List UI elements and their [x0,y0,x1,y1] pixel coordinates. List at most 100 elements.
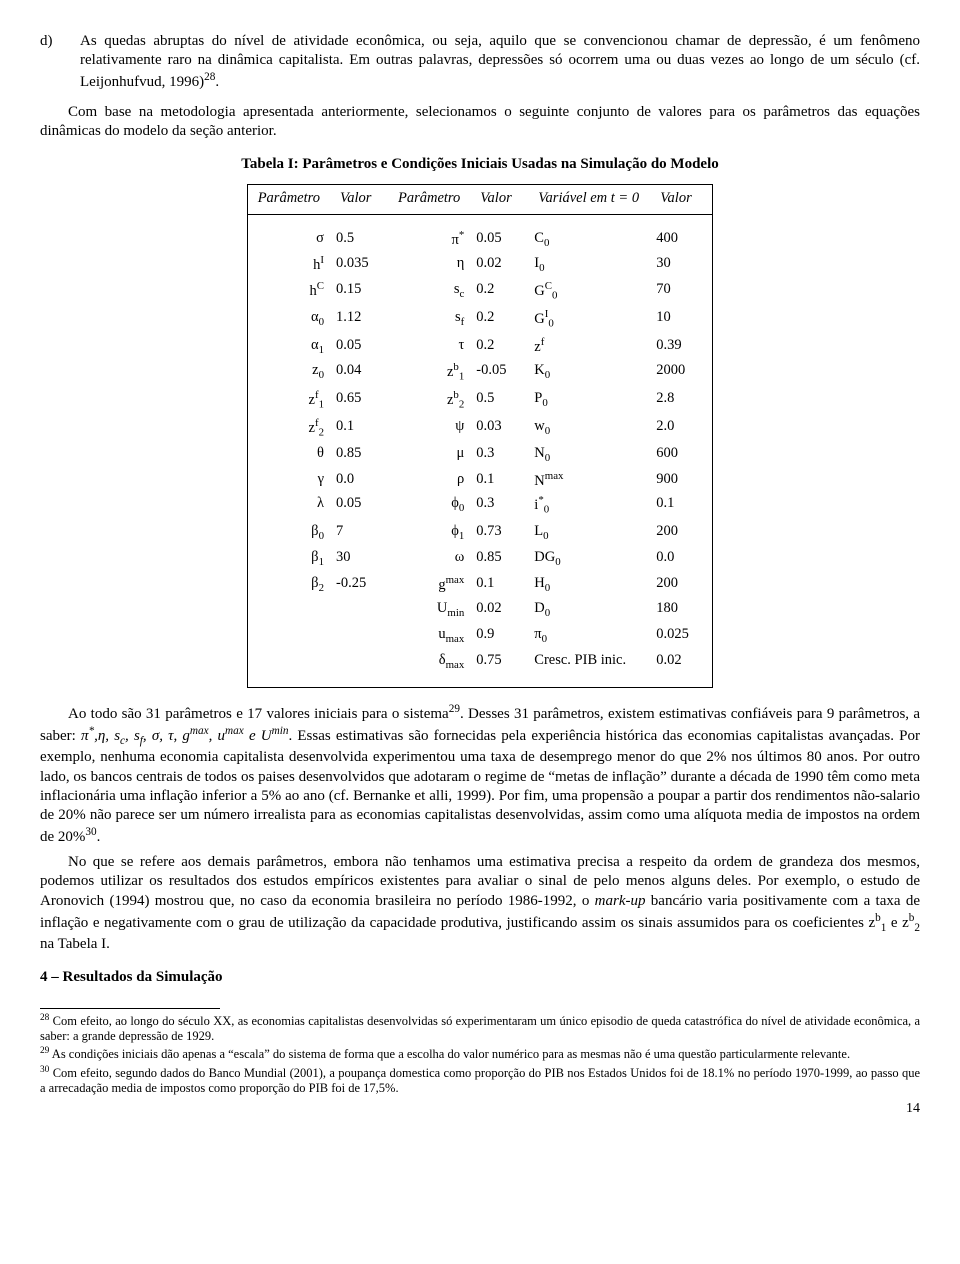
var-symbol: I0 [528,252,650,278]
param1-value: 0.035 [330,252,388,278]
var-value: 600 [650,442,713,468]
param1-value: 7 [330,520,388,546]
param1-value [330,623,388,649]
section-4-heading: 4 – Resultados da Simulação [40,968,920,987]
table-row: umax0.9π00.025 [247,623,713,649]
var-symbol: Nmax [528,468,650,492]
param1-symbol [247,623,330,649]
page-number: 14 [40,1100,920,1118]
param2-value: 0.02 [470,597,528,623]
var-value: 70 [650,278,713,306]
table-row: δmax0.75Cresc. PIB inic.0.02 [247,649,713,675]
param1-value: 1.12 [330,306,388,334]
var-value: 400 [650,227,713,253]
var-value: 200 [650,520,713,546]
param2-value: 0.2 [470,306,528,334]
param1-symbol: σ [247,227,330,253]
var-value: 2.8 [650,387,713,415]
param1-value: 0.04 [330,359,388,387]
var-symbol: L0 [528,520,650,546]
param2-symbol: sf [388,306,470,334]
param1-symbol: zf1 [247,387,330,415]
var-symbol: Cresc. PIB inic. [528,649,650,675]
param2-value: 0.02 [470,252,528,278]
table-row: hI0.035η0.02I030 [247,252,713,278]
table-row: γ0.0ρ0.1Nmax900 [247,468,713,492]
param1-symbol: β0 [247,520,330,546]
param2-symbol: zb2 [388,387,470,415]
param2-symbol: ψ [388,415,470,443]
list-item-d: d)As quedas abruptas do nível de ativida… [40,32,920,93]
param2-value: 0.73 [470,520,528,546]
param2-symbol: δmax [388,649,470,675]
table-row: z00.04zb1-0.05K02000 [247,359,713,387]
var-value: 10 [650,306,713,334]
paragraph-2: Ao todo são 31 parâmetros e 17 valores i… [40,702,920,848]
param2-value: 0.3 [470,492,528,520]
th-val1: Valor [330,185,388,215]
table-row: λ0.05ϕ00.3i*00.1 [247,492,713,520]
param2-value: 0.05 [470,227,528,253]
th-val3: Valor [650,185,713,215]
table-row: σ0.5π*0.05C0400 [247,227,713,253]
var-symbol: P0 [528,387,650,415]
var-value: 2.0 [650,415,713,443]
param2-symbol: ϕ1 [388,520,470,546]
param1-value: 0.15 [330,278,388,306]
param2-symbol: π* [388,227,470,253]
table-row: Umin0.02D0180 [247,597,713,623]
param1-symbol: hC [247,278,330,306]
param1-symbol: z0 [247,359,330,387]
param1-value: 0.1 [330,415,388,443]
param2-symbol: zb1 [388,359,470,387]
list-marker-d: d) [40,32,80,51]
param1-value: 0.85 [330,442,388,468]
var-value: 0.02 [650,649,713,675]
var-symbol: zf [528,334,650,360]
var-symbol: w0 [528,415,650,443]
table-row: β07ϕ10.73L0200 [247,520,713,546]
var-symbol: N0 [528,442,650,468]
var-value: 0.025 [650,623,713,649]
var-value: 0.0 [650,546,713,572]
intro-paragraph: Com base na metodologia apresentada ante… [40,103,920,141]
param1-symbol: β2 [247,572,330,598]
var-value: 180 [650,597,713,623]
param2-symbol: η [388,252,470,278]
param2-symbol: sc [388,278,470,306]
param1-value: -0.25 [330,572,388,598]
param1-value: 0.65 [330,387,388,415]
paragraph-3: No que se refere aos demais parâmetros, … [40,853,920,954]
var-value: 0.39 [650,334,713,360]
param2-value: 0.1 [470,572,528,598]
param1-value [330,597,388,623]
param2-value: 0.2 [470,278,528,306]
table-title: Tabela I: Parâmetros e Condições Iniciai… [40,155,920,174]
th-param3: Variável em t = 0 [528,185,650,215]
var-value: 0.1 [650,492,713,520]
footnote-28: 28 Com efeito, ao longo do século XX, as… [40,1013,920,1045]
var-symbol: C0 [528,227,650,253]
var-symbol: π0 [528,623,650,649]
footnote-29: 29 As condições iniciais dão apenas a “e… [40,1046,920,1062]
param1-value: 0.05 [330,492,388,520]
param1-symbol: β1 [247,546,330,572]
param2-value: 0.75 [470,649,528,675]
table-row: α10.05τ0.2zf0.39 [247,334,713,360]
var-symbol: D0 [528,597,650,623]
param2-symbol: umax [388,623,470,649]
param1-value: 0.05 [330,334,388,360]
table-row: zf10.65zb20.5P02.8 [247,387,713,415]
param1-value: 0.0 [330,468,388,492]
th-val2: Valor [470,185,528,215]
var-symbol: DG0 [528,546,650,572]
param1-symbol [247,597,330,623]
param2-symbol: gmax [388,572,470,598]
param2-value: -0.05 [470,359,528,387]
table-header-row: Parâmetro Valor Parâmetro Valor Variável… [247,185,713,215]
th-param1: Parâmetro [247,185,330,215]
param1-symbol: λ [247,492,330,520]
param2-value: 0.1 [470,468,528,492]
param1-symbol: hI [247,252,330,278]
table-row: hC0.15sc0.2GC070 [247,278,713,306]
